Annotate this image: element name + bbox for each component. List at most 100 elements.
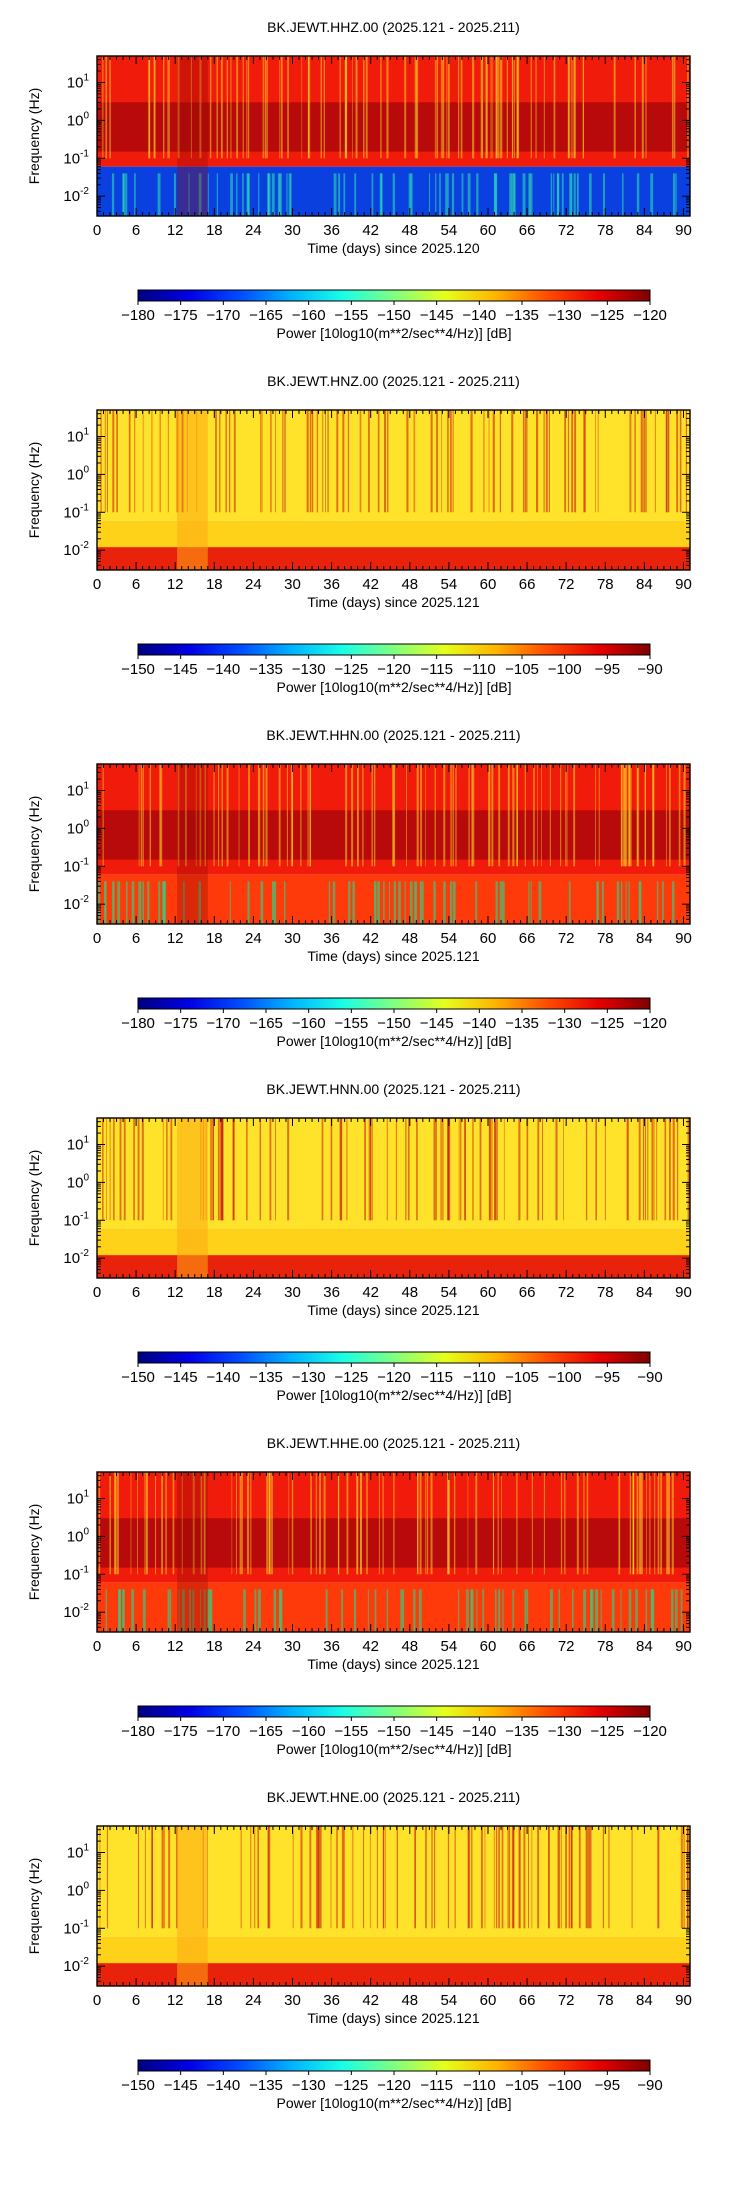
- time-streak: [346, 1472, 349, 1575]
- chart-title: BK.JEWT.HNN.00 (2025.121 - 2025.211): [266, 1081, 520, 1097]
- time-streak: [247, 56, 250, 159]
- low-frequency-streak: [383, 881, 385, 924]
- time-streak: [537, 1826, 540, 1929]
- time-streak: [631, 1826, 633, 1929]
- time-streak: [231, 1472, 233, 1575]
- time-streak: [626, 1118, 628, 1221]
- x-tick-label: 24: [245, 1284, 262, 1301]
- colorbar-tick-label: −165: [249, 1723, 283, 1740]
- colorbar-tick-label: −170: [206, 1015, 240, 1032]
- time-streak: [518, 1826, 521, 1929]
- x-tick-label: 66: [519, 1638, 536, 1655]
- plot-frame: [96, 1825, 691, 1987]
- chart-title: BK.JEWT.HHZ.00 (2025.121 - 2025.211): [267, 19, 520, 35]
- time-streak: [275, 410, 276, 513]
- time-streak: [105, 56, 108, 159]
- time-streak: [598, 764, 600, 867]
- time-streak: [123, 1118, 126, 1221]
- time-streak: [645, 764, 646, 867]
- time-streak: [347, 410, 350, 513]
- data-gap-region: [177, 410, 208, 570]
- time-streak: [159, 410, 161, 513]
- time-streak: [161, 1472, 164, 1575]
- time-streak: [558, 1826, 561, 1929]
- low-frequency-streak: [645, 1589, 648, 1632]
- low-frequency-streak: [447, 173, 449, 216]
- time-streak: [99, 1826, 101, 1929]
- time-streak: [467, 1826, 469, 1929]
- colorbar-label: Power [10log10(m**2/sec**4/Hz)] [dB]: [277, 2095, 512, 2111]
- low-frequency-streak: [528, 881, 530, 924]
- time-streak: [654, 410, 656, 513]
- y-tick-exponent: 0: [83, 110, 89, 121]
- low-frequency-streak: [512, 1589, 515, 1632]
- time-streak: [646, 1472, 647, 1575]
- time-streak: [498, 1826, 500, 1929]
- time-streak: [458, 1118, 460, 1221]
- x-tick-label: 90: [675, 222, 692, 239]
- x-axis-label: Time (days) since 2025.121: [307, 1656, 479, 1672]
- y-tick-exponent: 1: [83, 1842, 89, 1853]
- time-streak: [265, 764, 268, 867]
- time-streak: [488, 1118, 491, 1221]
- time-streak: [128, 410, 131, 513]
- spectrogram-panel-2: BK.JEWT.HNZ.00 (2025.121 - 2025.211)0 6 12…: [26, 373, 692, 695]
- colorbar-tick-label: −120: [377, 1369, 411, 1386]
- y-tick-exponent: 1: [83, 780, 89, 791]
- time-streak: [595, 764, 597, 867]
- time-streak: [153, 56, 156, 159]
- low-frequency-streak: [183, 1589, 185, 1632]
- time-streak: [382, 1472, 384, 1575]
- time-streak: [100, 410, 102, 513]
- time-streak: [471, 1826, 473, 1929]
- x-tick-label: 6: [132, 1638, 140, 1655]
- x-tick-label: 60: [480, 576, 497, 593]
- time-streak: [553, 56, 556, 159]
- low-frequency-streak: [236, 173, 238, 216]
- colorbar-tick-label: −130: [548, 1723, 582, 1740]
- time-streak: [424, 1472, 426, 1575]
- x-tick-label: 0: [93, 576, 101, 593]
- low-frequency-streak: [558, 1589, 560, 1632]
- time-streak: [368, 1118, 370, 1221]
- time-streak: [483, 410, 485, 513]
- time-streak: [574, 410, 576, 513]
- time-streak: [323, 56, 325, 159]
- spectrogram-image: [97, 410, 690, 570]
- time-streak: [567, 56, 571, 159]
- x-tick-label: 78: [597, 1284, 614, 1301]
- time-streak: [426, 1472, 429, 1575]
- time-streak: [501, 56, 503, 159]
- time-streak: [519, 1826, 521, 1929]
- time-streak: [571, 410, 574, 513]
- time-streak: [327, 410, 329, 513]
- time-streak: [452, 410, 454, 513]
- time-streak: [317, 1826, 320, 1929]
- low-frequency-streak: [672, 173, 676, 216]
- low-frequency-streak: [433, 881, 436, 924]
- time-streak: [414, 56, 417, 159]
- time-streak: [210, 1118, 212, 1221]
- y-axis-label: Frequency (Hz): [26, 1150, 42, 1246]
- time-streak: [315, 1826, 318, 1929]
- time-streak: [498, 764, 501, 867]
- colorbar-tick-label: −130: [548, 307, 582, 324]
- colorbar-tick-label: −145: [420, 307, 454, 324]
- time-streak: [199, 764, 202, 867]
- time-streak: [557, 1826, 559, 1929]
- y-tick-base: 10: [67, 428, 84, 445]
- colorbar-tick-label: −175: [164, 1015, 198, 1032]
- time-streak: [528, 1826, 529, 1929]
- time-streak: [184, 764, 187, 867]
- x-tick-label: 18: [206, 1284, 223, 1301]
- time-streak: [526, 410, 528, 513]
- time-streak: [676, 1118, 679, 1221]
- time-streak: [104, 410, 106, 513]
- time-streak: [636, 1472, 639, 1575]
- x-tick-label: 84: [636, 1638, 653, 1655]
- low-frequency-streak: [338, 173, 341, 216]
- low-frequency-streak: [272, 881, 275, 924]
- low-frequency-streak: [181, 1589, 185, 1632]
